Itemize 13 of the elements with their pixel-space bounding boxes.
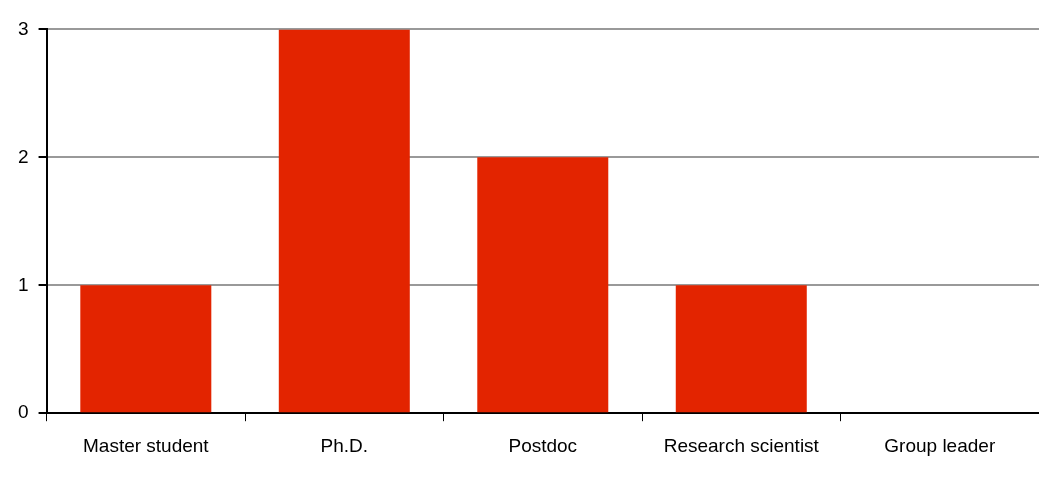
y-tick-label: 0 (17, 401, 29, 423)
y-tick-label: 3 (17, 17, 29, 39)
x-tick-label: Research scientist (663, 434, 820, 456)
x-tick-label: Postdoc (508, 434, 578, 456)
bar (477, 157, 609, 413)
y-tick-label: 1 (17, 273, 29, 295)
x-tick-label: Master student (82, 434, 210, 456)
x-tick-label: Ph.D. (320, 434, 369, 456)
y-tick-label: 2 (17, 145, 29, 167)
bar (675, 285, 807, 413)
bar (80, 285, 212, 413)
bar (278, 29, 410, 413)
x-tick-label: Group leader (884, 434, 996, 456)
